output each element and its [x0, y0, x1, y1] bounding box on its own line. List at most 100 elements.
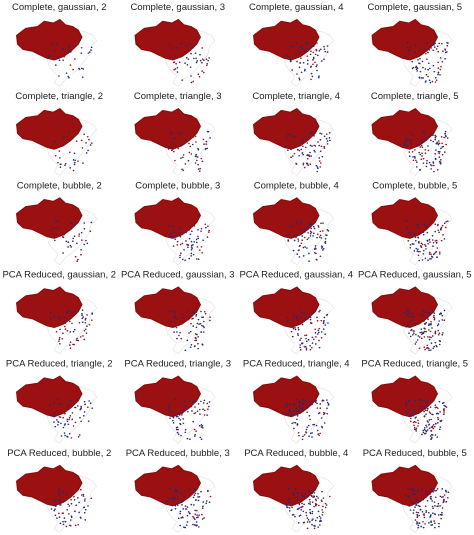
blue-dot: [438, 428, 441, 431]
blue-dot: [62, 252, 64, 254]
blue-dot: [312, 59, 314, 61]
blue-dot: [74, 406, 76, 409]
blue-dot: [301, 407, 304, 410]
blue-dot: [315, 499, 318, 502]
blue-dot: [417, 504, 420, 507]
blue-dot: [184, 409, 187, 411]
blue-dot: [312, 57, 315, 60]
blue-dot: [176, 331, 178, 333]
blue-dot: [435, 79, 438, 81]
blue-dot: [298, 503, 301, 505]
blue-dot: [301, 506, 303, 508]
blue-dot: [440, 147, 442, 150]
blue-dot: [169, 323, 171, 326]
blue-dot: [87, 149, 89, 152]
blue-dot: [309, 232, 312, 235]
blue-dot: [414, 322, 417, 325]
blue-dot: [425, 430, 428, 433]
blue-dot: [438, 320, 440, 322]
blue-dot: [168, 56, 171, 59]
blue-dot: [410, 231, 413, 234]
blue-dot: [69, 524, 72, 527]
blue-dot: [409, 417, 412, 420]
blue-dot: [311, 346, 313, 349]
blue-dot: [430, 514, 432, 516]
blue-dot: [291, 48, 294, 50]
blue-dot: [443, 151, 446, 153]
red-region: [371, 108, 439, 150]
blue-dot: [65, 492, 68, 495]
blue-dot: [80, 420, 82, 423]
blue-dot: [50, 508, 53, 510]
blue-dot: [430, 134, 433, 137]
blue-dot: [69, 399, 72, 402]
blue-dot: [305, 514, 308, 517]
blue-dot: [322, 411, 325, 414]
blue-dot: [52, 503, 55, 506]
blue-dot: [317, 167, 319, 170]
blue-dot: [424, 523, 426, 525]
blue-dot: [296, 498, 299, 500]
blue-dot: [89, 144, 92, 146]
panel-title: PCA Reduced, triangle, 4: [243, 359, 350, 370]
blue-dot: [70, 502, 73, 505]
blue-dot: [78, 511, 80, 514]
blue-dot: [183, 495, 185, 498]
blue-dot: [58, 336, 61, 339]
blue-dot: [85, 239, 87, 242]
blue-dot: [305, 334, 308, 336]
blue-dot: [326, 140, 329, 142]
blue-dot: [287, 240, 290, 242]
blue-dot: [171, 498, 174, 500]
blue-dot: [191, 247, 193, 249]
panel-title: Complete, triangle, 2: [15, 91, 103, 102]
blue-dot: [428, 427, 431, 429]
blue-dot: [412, 500, 415, 502]
blue-dot: [417, 489, 419, 492]
blue-dot: [67, 310, 69, 312]
blue-dot: [175, 326, 178, 329]
blue-dot: [184, 62, 186, 64]
blue-dot: [297, 226, 300, 229]
blue-dot: [412, 316, 414, 319]
blue-dot: [301, 141, 304, 143]
blue-dot: [79, 488, 82, 491]
blue-dot: [315, 164, 318, 167]
blue-dot: [84, 519, 87, 521]
blue-dot: [66, 399, 69, 402]
blue-dot: [433, 46, 436, 48]
blue-dot: [412, 226, 415, 228]
brazil-map: [134, 108, 216, 176]
blue-dot: [443, 319, 446, 321]
blue-dot: [311, 436, 313, 438]
blue-dot: [306, 313, 308, 316]
blue-dot: [54, 499, 57, 502]
blue-dot: [296, 222, 299, 225]
blue-dot: [197, 499, 200, 502]
blue-dot: [412, 411, 415, 413]
blue-dot: [437, 72, 440, 74]
blue-dot: [436, 224, 439, 227]
blue-dot: [190, 75, 192, 77]
blue-dot: [445, 143, 447, 146]
blue-dot: [178, 141, 180, 144]
blue-dot: [314, 504, 317, 507]
blue-dot: [190, 322, 192, 325]
blue-dot: [437, 140, 440, 142]
blue-dot: [437, 61, 439, 64]
blue-dot: [412, 159, 415, 162]
blue-dot: [417, 425, 419, 427]
blue-dot: [180, 500, 183, 502]
blue-dot: [302, 403, 305, 406]
blue-dot: [195, 57, 197, 60]
blue-dot: [293, 235, 296, 237]
blue-dot: [439, 411, 441, 413]
blue-dot: [168, 410, 171, 413]
blue-dot: [192, 420, 194, 423]
blue-dot: [192, 496, 195, 499]
blue-dot: [426, 407, 429, 410]
blue-dot: [196, 516, 198, 519]
blue-dot: [316, 316, 318, 319]
blue-dot: [200, 438, 203, 440]
blue-dot: [410, 317, 412, 319]
